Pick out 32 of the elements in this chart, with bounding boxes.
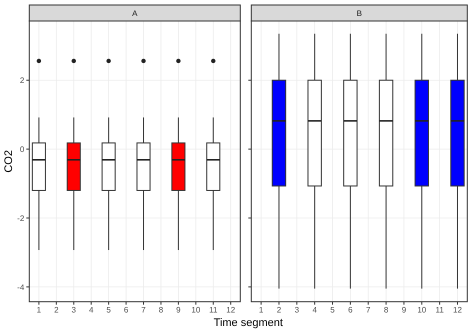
x-tick-label: 8 <box>384 306 389 315</box>
x-tick-label: 12 <box>226 306 236 315</box>
x-axis-title: Time segment <box>214 317 283 329</box>
y-tick-label: 2 <box>20 76 25 86</box>
x-tick-label: 1 <box>258 306 264 315</box>
x-tick-label: 2 <box>54 306 60 315</box>
x-tick-label: 7 <box>141 306 146 315</box>
x-tick-label: 10 <box>191 306 201 315</box>
x-tick-label: 12 <box>453 306 462 315</box>
x-tick-label: 6 <box>124 306 129 315</box>
chart-title: A <box>132 9 138 18</box>
x-tick-label: 10 <box>417 306 427 315</box>
x-tick-label: 1 <box>36 306 42 315</box>
x-tick-label: 5 <box>330 306 336 315</box>
y-tick-label: -2 <box>17 214 25 224</box>
x-tick-label: 4 <box>88 306 94 315</box>
x-tick-label: 8 <box>158 306 164 315</box>
chart-title: B <box>356 9 362 18</box>
y-tick-label: 0 <box>20 145 25 154</box>
x-tick-label: 5 <box>106 306 112 315</box>
x-tick-label: 6 <box>348 306 354 315</box>
x-tick-label: 9 <box>176 306 182 315</box>
x-tick-label: 9 <box>402 306 407 315</box>
x-tick-label: 4 <box>312 306 318 315</box>
x-tick-label: 7 <box>366 306 371 315</box>
x-tick-label: 11 <box>435 306 444 315</box>
y-tick-label: -4 <box>17 282 25 292</box>
y-axis-title: CO2 <box>3 150 15 173</box>
x-tick-label: 3 <box>72 306 77 315</box>
x-tick-label: 2 <box>276 306 282 315</box>
x-tick-label: 3 <box>294 306 300 315</box>
x-tick-label: 11 <box>209 306 218 315</box>
